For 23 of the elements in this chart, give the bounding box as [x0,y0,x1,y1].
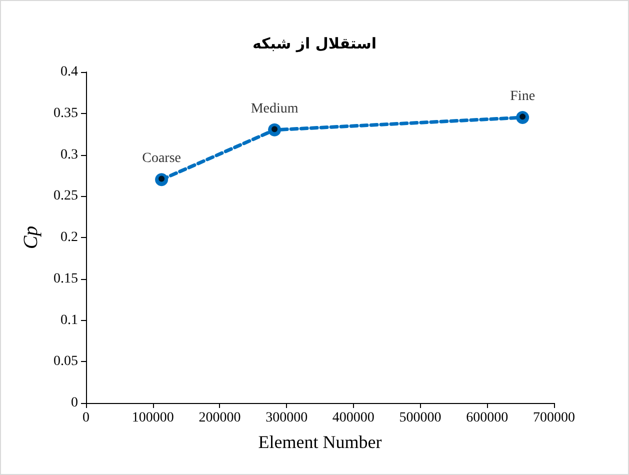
y-tick-label: 0.15 [54,271,78,286]
annotation: Medium [250,101,298,116]
y-tick-label: 0.3 [60,147,78,162]
x-tick-label: 500000 [399,410,442,426]
y-tick-label: 0.35 [54,106,78,121]
y-tick-label: 0.1 [60,312,78,328]
y-tick-label: 0 [71,396,78,410]
x-tick-label: 700000 [533,410,575,426]
x-tick-label: 100000 [132,410,174,426]
y-tick-label: 0.05 [54,354,78,370]
annotation: Coarse [142,151,181,166]
x-axis-title: Element Number [258,432,382,452]
x-tick-label: 600000 [466,410,508,426]
x-tick-label: 200000 [198,410,241,426]
x-tick-label: 400000 [332,410,374,426]
chart-title: استقلال از شبکه [252,34,377,52]
y-tick-label: 0.4 [60,64,78,80]
y-tick-label: 0.2 [60,230,78,245]
y-tick-label: 0.25 [54,188,78,204]
y-axis-title: Cp [20,226,42,250]
annotation: Fine [510,89,536,104]
x-tick-label: 300000 [266,410,308,426]
x-tick-label: 0 [82,410,90,426]
